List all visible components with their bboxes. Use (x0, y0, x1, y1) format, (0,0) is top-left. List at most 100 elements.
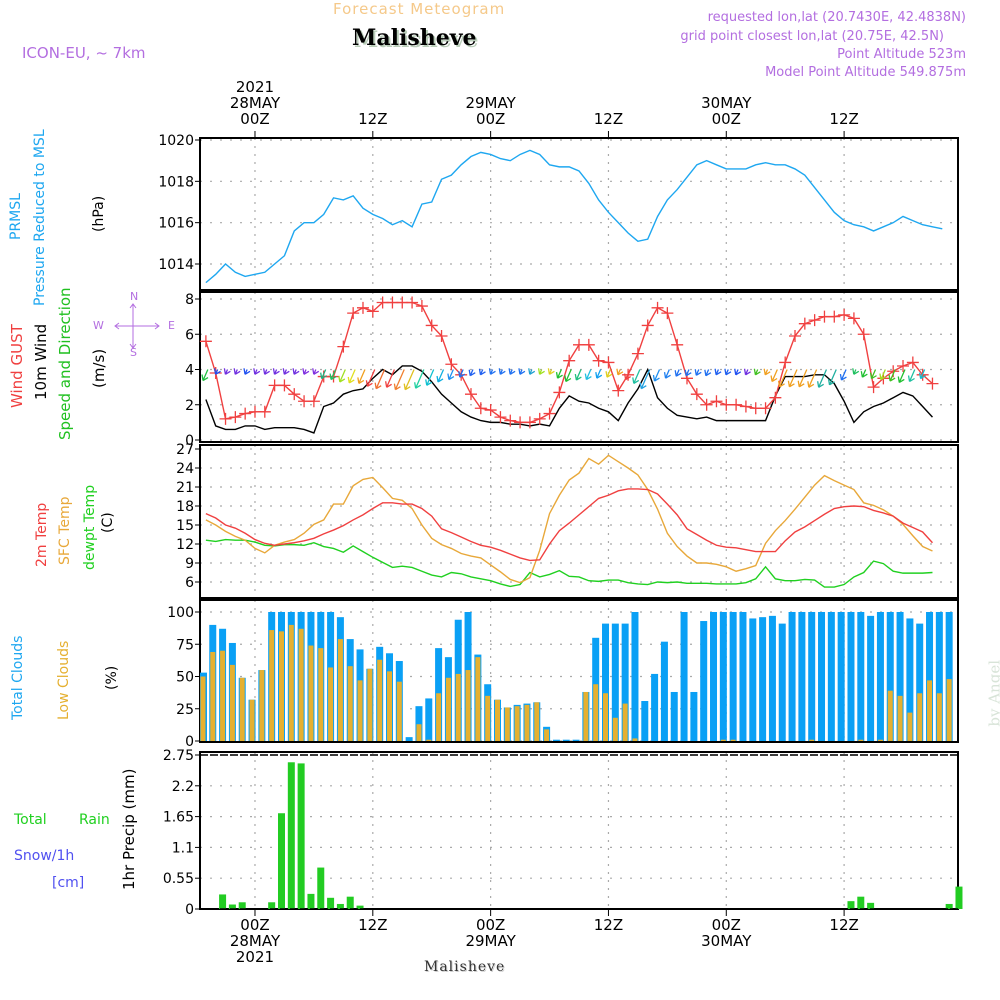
low-cloud-bar (239, 677, 245, 741)
low-cloud-bar (612, 717, 618, 741)
bottom-tick-label: 12Z (594, 916, 623, 934)
dewpt-line (205, 538, 933, 588)
top-tick-label: 00Z (240, 110, 269, 128)
wind-arrow (763, 368, 771, 376)
gust-line-marker (494, 411, 507, 424)
compass-icon: N W E S (93, 290, 183, 360)
wind-arrow (704, 369, 712, 377)
low-cloud-bar (534, 702, 540, 741)
wind-arrow (498, 368, 506, 375)
low-cloud-bar (603, 693, 609, 741)
low-cloud-bar (229, 664, 235, 741)
low-cloud-bar (220, 650, 226, 741)
y-tick-label: 9 (185, 556, 194, 572)
y-tick-label: 2.2 (172, 779, 194, 795)
gust-line-marker (690, 388, 703, 401)
wind-arrow (897, 369, 906, 384)
low-cloud-bar (877, 739, 883, 741)
y-tick-label: 2.75 (163, 748, 194, 764)
low-cloud-bar (396, 681, 402, 741)
gust-line-marker (592, 354, 605, 367)
wind-arrow (468, 369, 476, 377)
total-cloud-bar (572, 739, 580, 741)
gust-line-marker (258, 405, 271, 418)
wind-arrow (357, 369, 366, 384)
wind-arrow (888, 369, 896, 382)
y-tick-label: 1018 (158, 174, 194, 190)
low-cloud-bar (593, 684, 599, 741)
total-cloud-bar (729, 612, 737, 741)
total-cloud-bar (611, 623, 619, 741)
low-cloud-bar (308, 645, 314, 741)
compass-n: N (130, 290, 139, 303)
gust-line-marker (661, 307, 674, 320)
y-tick-label: 4 (185, 363, 194, 379)
wind-arrow (743, 368, 751, 376)
wind-arrow (584, 369, 592, 381)
wind-arrow (753, 368, 761, 376)
bottom-tick-label: 00Z (476, 916, 505, 934)
low-cloud-bar (927, 680, 933, 741)
precip-bar (945, 903, 953, 909)
low-cloud-bar (495, 699, 501, 741)
total-cloud-bar (896, 612, 904, 741)
bottom-tick-label: 28MAY (230, 932, 281, 950)
y-tick-label: 1.1 (172, 840, 194, 856)
gust-line-marker (789, 330, 802, 343)
wind-arrow (787, 369, 798, 388)
y-tick-label: 1014 (158, 257, 194, 273)
low-cloud-bar (328, 667, 334, 741)
wind-arrow (734, 368, 742, 376)
gust-line-marker (828, 310, 841, 323)
gust-line-marker (288, 388, 301, 401)
point-altitude: Point Altitude 523m (837, 47, 966, 62)
y-tick-label: 50 (176, 670, 194, 686)
gust-line-marker (337, 340, 350, 353)
total-cloud-bar (690, 691, 698, 741)
pressure-line (205, 149, 943, 284)
wind-arrow (329, 369, 337, 381)
low-cloud-bar (524, 704, 530, 741)
model-point-altitude: Model Point Altitude 549.875m (765, 65, 966, 80)
y-tick-label: 12 (176, 537, 194, 553)
y-tick-label: 6 (185, 575, 194, 591)
low-cloud-bar (730, 739, 736, 741)
wind-arrow (508, 368, 516, 375)
total-cloud-bar (876, 612, 884, 741)
y-tick-label: 25 (176, 702, 194, 718)
wind-arrow (384, 369, 396, 388)
wind-arrow (564, 369, 572, 383)
wind-arrow (393, 369, 405, 391)
precip-bar (955, 886, 963, 909)
wind-arrow (694, 369, 702, 376)
y-tick-label: 8 (185, 292, 194, 308)
low-cloud-bar (809, 739, 815, 741)
gust-line-marker (612, 384, 625, 397)
gust-line-marker (307, 395, 320, 408)
total-cloud-bar (788, 612, 796, 741)
total-cloud-bar (651, 673, 659, 741)
wind-arrow (374, 369, 386, 390)
snow-unit: [cm] (52, 875, 85, 891)
wind-arrow (797, 369, 808, 388)
top-tick-label: 12Z (829, 110, 858, 128)
total-cloud-bar (680, 612, 688, 741)
gust-line-marker (710, 395, 723, 408)
low-cloud-bar (917, 693, 923, 741)
low-cloud-bar (337, 639, 343, 741)
rain-label: Rain (79, 812, 110, 828)
y-tick-label: 15 (176, 518, 194, 534)
y-tick-label: 1.65 (163, 810, 194, 826)
gust-line-marker (808, 314, 821, 327)
gust-line-marker (700, 398, 713, 411)
total-cloud-bar (847, 612, 855, 741)
wind-arrow (879, 369, 887, 381)
compass-e: E (168, 319, 175, 332)
y-tick-label: 18 (176, 499, 194, 515)
gust-line-marker (445, 358, 458, 371)
gust-line-marker (474, 402, 487, 415)
gust-line-marker (347, 307, 360, 320)
gust-line-marker (219, 412, 232, 425)
wind-arrow (537, 368, 545, 375)
